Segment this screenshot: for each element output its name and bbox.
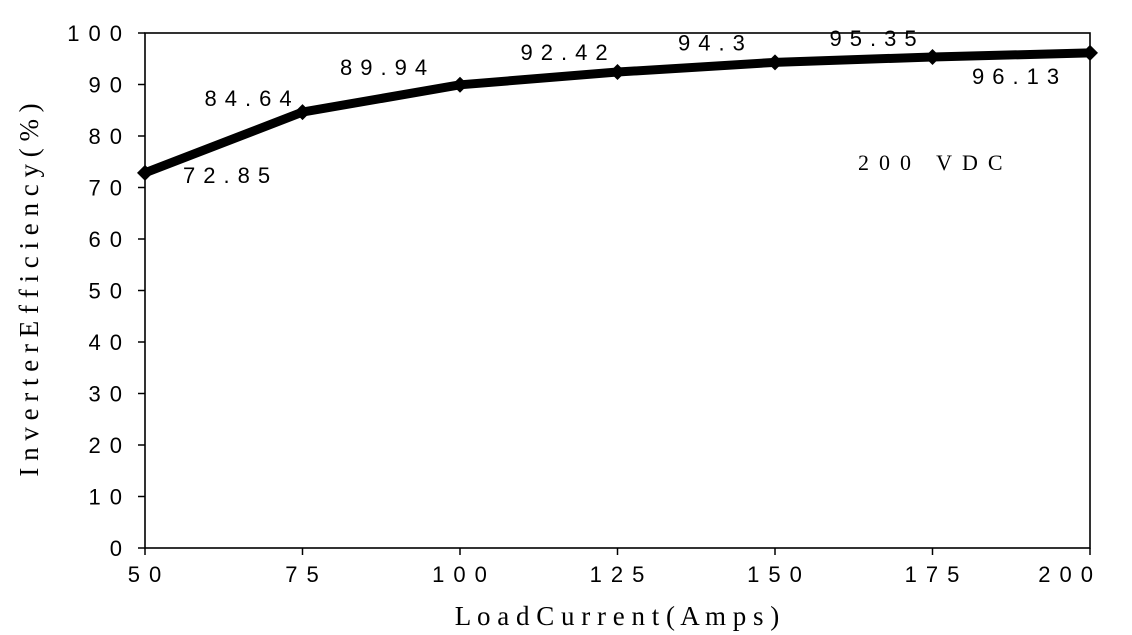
y-tick-label: 100 bbox=[67, 21, 131, 46]
y-tick-label: 40 bbox=[89, 330, 131, 355]
data-label-layer: 72.85 84.64 89.94 92.42 94.3 95.35 96.13 bbox=[183, 26, 1067, 188]
x-tick-label: 200 bbox=[1038, 562, 1102, 587]
y-tick-label: 70 bbox=[89, 176, 131, 201]
data-point-marker bbox=[137, 164, 153, 181]
x-axis-ticks: 50 75 100 125 150 175 200 bbox=[128, 548, 1102, 587]
y-tick-label: 30 bbox=[89, 382, 131, 407]
y-tick-label: 0 bbox=[110, 536, 131, 561]
y-axis-title: I n v e r t e r E f f i c i e n c y ( % … bbox=[14, 103, 44, 476]
y-axis-ticks: 0 10 20 30 40 50 60 70 80 90 100 bbox=[67, 21, 145, 561]
data-point-marker bbox=[1082, 44, 1098, 61]
x-axis-title: L o a d C u r r e n t ( A m p s ) bbox=[455, 601, 779, 631]
x-tick-label: 150 bbox=[747, 562, 811, 587]
y-tick-label: 60 bbox=[89, 227, 131, 252]
x-tick-label: 50 bbox=[128, 562, 170, 587]
data-label: 94.3 bbox=[678, 30, 753, 55]
data-point-marker bbox=[609, 64, 626, 81]
series-layer bbox=[137, 44, 1098, 181]
y-tick-label: 50 bbox=[89, 279, 131, 304]
voltage-annotation: 200 VDC bbox=[858, 150, 1013, 175]
y-tick-label: 20 bbox=[89, 433, 131, 458]
x-tick-label: 75 bbox=[285, 562, 327, 587]
y-tick-label: 10 bbox=[89, 485, 131, 510]
data-label: 92.42 bbox=[521, 40, 616, 65]
x-tick-label: 175 bbox=[905, 562, 969, 587]
x-tick-label: 125 bbox=[590, 562, 654, 587]
x-tick-label: 100 bbox=[432, 562, 496, 587]
data-label: 89.94 bbox=[340, 55, 435, 80]
data-point-marker bbox=[924, 48, 941, 65]
data-point-marker bbox=[452, 76, 468, 93]
data-label: 72.85 bbox=[183, 163, 278, 188]
y-tick-label: 90 bbox=[89, 73, 131, 98]
data-point-marker bbox=[294, 104, 311, 121]
data-label: 95.35 bbox=[830, 26, 925, 51]
data-point-marker bbox=[767, 54, 783, 71]
y-tick-label: 80 bbox=[89, 124, 131, 149]
data-label: 84.64 bbox=[205, 86, 300, 111]
data-label: 96.13 bbox=[972, 64, 1067, 89]
